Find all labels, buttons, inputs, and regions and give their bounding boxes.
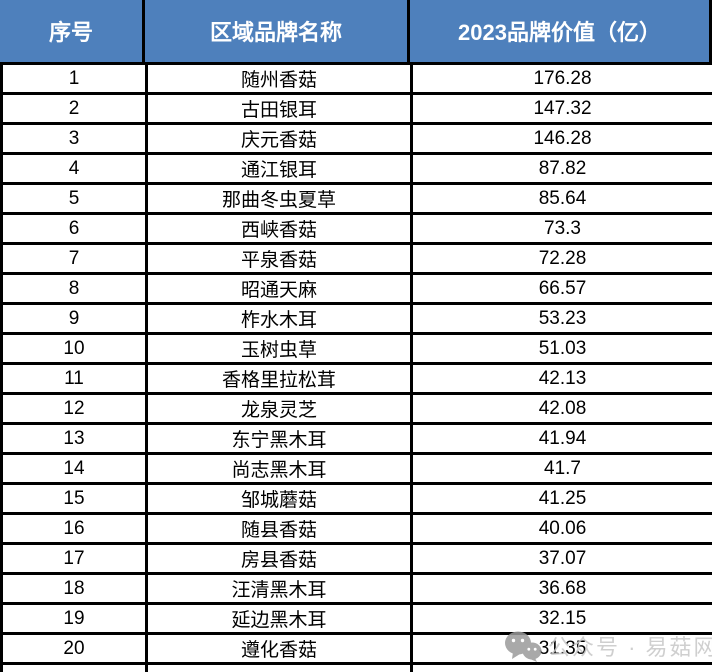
table-row: 15 邹城蘑菇 41.25 [0,485,712,515]
value-cell: 73.3 [413,215,712,245]
brand-cell: 随县香菇 [148,515,413,545]
table-row: 7 平泉香菇 72.28 [0,245,712,275]
value-cell: 53.23 [413,305,712,335]
brand-cell: 古田银耳 [148,95,413,125]
table-row: 14 尚志黑木耳 41.7 [0,455,712,485]
table-row: 12 龙泉灵芝 42.08 [0,395,712,425]
brand-cell: 柞水木耳 [148,305,413,335]
brand-cell: 昭通天麻 [148,275,413,305]
rank-cell: 17 [3,545,148,575]
rank-cell: 4 [3,155,148,185]
table-row: 4 通江银耳 87.82 [0,155,712,185]
table-row: 13 东宁黑木耳 41.94 [0,425,712,455]
value-cell: 146.28 [413,125,712,155]
brand-cell: 东宁黑木耳 [148,425,413,455]
rank-cell: 8 [3,275,148,305]
brand-cell: 玉树虫草 [148,335,413,365]
value-cell: 51.03 [413,335,712,365]
table-row: 11 香格里拉松茸 42.13 [0,365,712,395]
table-row: 16 随县香菇 40.06 [0,515,712,545]
value-cell: 147.32 [413,95,712,125]
rank-cell: 20 [3,635,148,665]
brand-cell: 随州香菇 [148,65,413,95]
value-cell: 42.13 [413,365,712,395]
value-cell: 176.28 [413,65,712,95]
table-row: 17 房县香菇 37.07 [0,545,712,575]
table-body: 1 随州香菇 176.28 2 古田银耳 147.32 3 庆元香菇 146.2… [0,65,712,665]
table-row: 1 随州香菇 176.28 [0,65,712,95]
rank-cell: 5 [3,185,148,215]
table-row: 2 古田银耳 147.32 [0,95,712,125]
value-cell: 87.82 [413,155,712,185]
value-cell: 31.35 [413,635,712,665]
brand-cell: 房县香菇 [148,545,413,575]
rank-cell: 19 [3,605,148,635]
value-cell: 32.15 [413,605,712,635]
brand-cell: 汪清黑木耳 [148,575,413,605]
table-row: 20 遵化香菇 31.35 [0,635,712,665]
value-cell: 36.68 [413,575,712,605]
header-rank: 序号 [0,0,145,62]
table-row: 9 柞水木耳 53.23 [0,305,712,335]
table-row: 6 西峡香菇 73.3 [0,215,712,245]
rank-cell: 9 [3,305,148,335]
rank-cell: 2 [3,95,148,125]
rank-cell: 7 [3,245,148,275]
value-cell: 85.64 [413,185,712,215]
rank-cell: 10 [3,335,148,365]
brand-cell: 遵化香菇 [148,635,413,665]
table-header-row: 序号 区域品牌名称 2023品牌价值（亿） [0,0,712,65]
rank-cell: 1 [3,65,148,95]
brand-cell: 香格里拉松茸 [148,365,413,395]
value-cell: 41.25 [413,485,712,515]
table-row: 5 那曲冬虫夏草 85.64 [0,185,712,215]
brand-cell: 延边黑木耳 [148,605,413,635]
table-row: 10 玉树虫草 51.03 [0,335,712,365]
brand-cell: 龙泉灵芝 [148,395,413,425]
rank-cell: 16 [3,515,148,545]
table-row: 3 庆元香菇 146.28 [0,125,712,155]
brand-cell: 那曲冬虫夏草 [148,185,413,215]
value-cell: 40.06 [413,515,712,545]
brand-cell: 西峡香菇 [148,215,413,245]
value-cell: 66.57 [413,275,712,305]
rank-cell: 6 [3,215,148,245]
table-row: 19 延边黑木耳 32.15 [0,605,712,635]
rank-cell: 15 [3,485,148,515]
value-cell: 41.7 [413,455,712,485]
partial-next-row [0,665,712,672]
table-row: 18 汪清黑木耳 36.68 [0,575,712,605]
table-row: 8 昭通天麻 66.57 [0,275,712,305]
value-cell: 41.94 [413,425,712,455]
brand-cell: 邹城蘑菇 [148,485,413,515]
brand-cell: 平泉香菇 [148,245,413,275]
rank-cell: 11 [3,365,148,395]
value-cell: 42.08 [413,395,712,425]
rank-cell: 13 [3,425,148,455]
brand-cell: 通江银耳 [148,155,413,185]
brand-cell: 庆元香菇 [148,125,413,155]
rank-cell: 14 [3,455,148,485]
rank-cell: 3 [3,125,148,155]
rank-cell: 12 [3,395,148,425]
value-cell: 72.28 [413,245,712,275]
value-cell: 37.07 [413,545,712,575]
rank-cell: 18 [3,575,148,605]
header-brand-value: 2023品牌价值（亿） [410,0,712,62]
brand-cell: 尚志黑木耳 [148,455,413,485]
header-brand-name: 区域品牌名称 [145,0,410,62]
